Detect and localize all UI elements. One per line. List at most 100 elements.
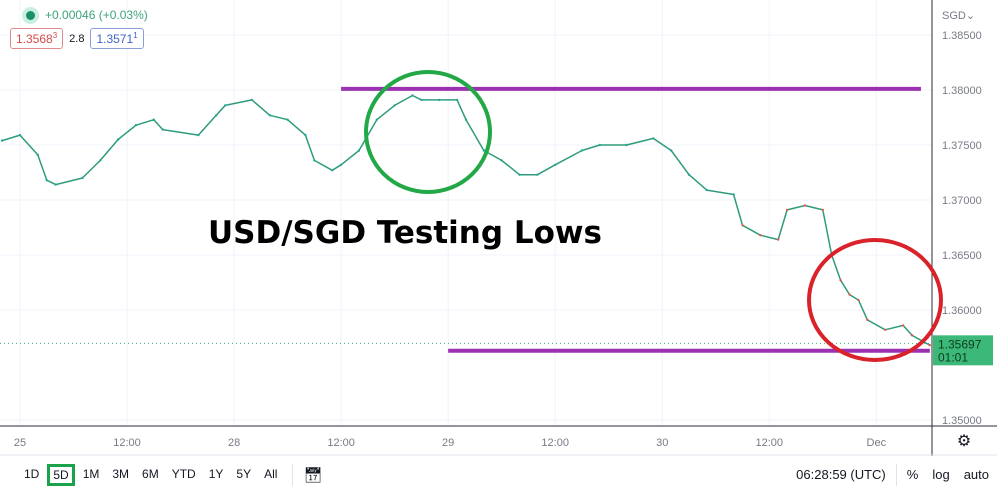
timeframe-1m[interactable]: 1M: [82, 466, 100, 481]
price-point: [625, 143, 628, 147]
x-tick-label: 28: [228, 437, 240, 449]
price-point: [0, 139, 4, 142]
highlight-circle-bottom: [807, 238, 943, 362]
auto-scale-toggle[interactable]: auto: [963, 467, 989, 482]
percent-scale-toggle[interactable]: %: [906, 467, 919, 482]
price-point: [99, 159, 102, 162]
price-point: [223, 104, 227, 107]
bottom-toolbar: 1D 5D 1M 3M 6M YTD 1Y 5Y All 📅︎ 06:28:59 (UTC) %…: [0, 456, 997, 493]
price-point: [54, 183, 57, 186]
price-point: [393, 104, 396, 107]
price-point: [536, 173, 539, 176]
price-point: [580, 149, 584, 152]
price-point: [411, 94, 414, 97]
price-point: [36, 153, 40, 157]
price-point: [669, 149, 673, 152]
price-point: [197, 133, 200, 137]
y-tick-label: 1.36500: [942, 250, 982, 262]
market-status-icon: [26, 10, 35, 20]
price-point: [152, 118, 155, 121]
timeframe-all[interactable]: All: [264, 466, 278, 481]
price-point: [331, 169, 334, 172]
price-point: [866, 318, 869, 322]
price-point: [803, 204, 807, 207]
price-point: [598, 143, 601, 147]
price-point: [928, 344, 932, 347]
price-point: [286, 118, 289, 121]
x-tick-label: 30: [656, 437, 668, 449]
y-tick-label: 1.38500: [942, 30, 982, 42]
price-point: [81, 176, 84, 180]
price-point: [375, 118, 378, 121]
price-point: [215, 114, 218, 117]
price-point: [339, 163, 343, 166]
settings-gear-icon[interactable]: ⚙: [957, 433, 971, 450]
timeframe-1y[interactable]: 1Y: [208, 466, 224, 481]
price-point: [357, 149, 361, 152]
x-tick-label: 12:00: [756, 437, 784, 449]
price-point: [554, 163, 557, 166]
price-point: [910, 334, 914, 337]
y-tick-label: 1.38000: [942, 85, 982, 97]
price-point: [304, 133, 307, 137]
timeframe-5d[interactable]: 5D: [47, 463, 75, 486]
x-tick-label: 12:00: [113, 437, 141, 449]
date-range-icon[interactable]: 📅︎: [303, 466, 323, 484]
price-point: [839, 279, 842, 282]
currency-selector[interactable]: SGD⌄: [942, 10, 975, 22]
price-point: [821, 208, 824, 212]
divider: [895, 463, 897, 486]
x-tick-label: 12:00: [541, 437, 569, 449]
highlight-circle-top: [364, 70, 492, 194]
chart-legend: +0.00046 (+0.03%) 1.35683 2.8 1.35711: [10, 8, 148, 49]
price-point: [438, 98, 441, 102]
price-point: [18, 133, 22, 137]
price-point: [455, 98, 459, 102]
y-tick-label: 1.36000: [942, 305, 982, 317]
last-price-label-bg: [933, 335, 993, 366]
timeframe-5y[interactable]: 5Y: [236, 466, 252, 481]
price-point: [777, 238, 780, 241]
price-chart[interactable]: 1.38500 1.38000 1.37500 1.37000 1.36500 1.360…: [0, 0, 997, 456]
sell-price-button[interactable]: 1.35683: [10, 28, 64, 49]
price-point: [482, 149, 486, 152]
price-point: [705, 188, 709, 192]
log-scale-toggle[interactable]: log: [932, 467, 950, 482]
price-point: [464, 118, 468, 121]
bar-countdown: 01:01: [938, 350, 968, 364]
price-point: [652, 137, 655, 140]
price-point: [901, 324, 905, 327]
price-point: [116, 138, 120, 141]
x-tick-label: 25: [14, 437, 26, 449]
x-tick-label: Dec: [867, 437, 887, 449]
price-point: [420, 98, 423, 102]
price-point: [268, 114, 271, 117]
price-point: [759, 234, 762, 237]
chart-title: USD/SGD Testing Lows: [208, 215, 602, 251]
price-point: [857, 298, 860, 302]
price-point: [732, 193, 735, 196]
y-tick-label: 1.37000: [942, 195, 982, 207]
y-tick-label: 1.37500: [942, 140, 982, 152]
y-tick-label: 1.35000: [942, 415, 982, 427]
timeframe-1d[interactable]: 1D: [24, 466, 40, 481]
price-point: [45, 179, 48, 182]
price-point: [250, 98, 254, 102]
x-tick-label: 12:00: [327, 437, 355, 449]
price-point: [785, 208, 789, 212]
price-point: [687, 173, 691, 176]
divider: [292, 463, 294, 486]
price-point: [741, 224, 744, 227]
last-price-label: 1.35697: [938, 337, 982, 351]
timeframe-ytd[interactable]: YTD: [171, 466, 196, 481]
price-point: [313, 159, 316, 162]
price-change: +0.00046 (+0.03%): [45, 8, 148, 22]
timeframe-6m[interactable]: 6M: [142, 466, 159, 481]
timeframe-3m[interactable]: 3M: [112, 466, 130, 481]
price-point: [500, 159, 503, 162]
price-point: [161, 128, 164, 131]
buy-price-button[interactable]: 1.35711: [90, 28, 144, 49]
price-point: [884, 328, 887, 331]
x-tick-label: 29: [442, 437, 454, 449]
utc-clock[interactable]: 06:28:59 (UTC): [796, 467, 886, 482]
